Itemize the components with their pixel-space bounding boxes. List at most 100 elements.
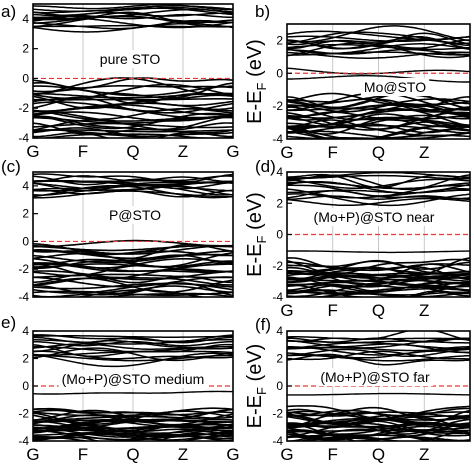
y-tick-label: 0 xyxy=(22,379,29,393)
band-line xyxy=(287,93,470,105)
band-line xyxy=(287,30,470,41)
plot-frame xyxy=(32,171,234,298)
band-line xyxy=(33,92,233,99)
y-tick-label: 4 xyxy=(276,324,283,338)
band-line xyxy=(287,107,470,129)
x-tick-label: F xyxy=(328,301,338,320)
y-tick-label: 4 xyxy=(22,12,29,26)
x-tick-label: F xyxy=(78,142,88,161)
band-line xyxy=(287,92,470,106)
band-line xyxy=(287,336,470,340)
bands xyxy=(33,334,233,441)
panel-label: (d) xyxy=(255,157,276,176)
band-line xyxy=(287,289,470,297)
inset-label: (Mo+P)@STO far xyxy=(320,369,430,385)
band-line xyxy=(33,390,233,395)
panel-3: 4 2 0 -2 -4 (c) P@STO xyxy=(1,157,234,304)
inset-label-background xyxy=(58,370,208,388)
band-line xyxy=(33,336,233,344)
y-tick-label: -4 xyxy=(272,132,283,146)
band-line xyxy=(33,290,233,297)
x-tick-label: F xyxy=(328,143,338,162)
plot-frame xyxy=(286,23,471,140)
band-line xyxy=(33,127,233,138)
band-line xyxy=(287,111,470,120)
inset-label: P@STO xyxy=(109,207,161,223)
panel-6: 4 2 0 -2 -4G F Q Z (f) (Mo+P)@STO far E-EF (eV) xyxy=(244,315,471,464)
inset-label: pure STO xyxy=(100,51,161,67)
y-tick-label: 2 xyxy=(22,207,29,221)
y-tick-label: -4 xyxy=(18,434,29,448)
x-tick-label: G xyxy=(26,445,39,464)
x-tick-label: G xyxy=(280,445,293,464)
band-line xyxy=(33,244,233,252)
band-line xyxy=(287,260,470,270)
y-tick-label: 2 xyxy=(276,352,283,366)
band-line xyxy=(33,340,233,347)
bands xyxy=(287,331,470,441)
band-line xyxy=(33,252,233,268)
band-line xyxy=(287,32,470,46)
y-tick-label: 4 xyxy=(22,324,29,338)
x-tick-label: Z xyxy=(419,143,429,162)
band-line xyxy=(33,17,233,29)
band-line xyxy=(33,350,233,360)
y-tick-label: 2 xyxy=(22,352,29,366)
y-tick-label: -2 xyxy=(272,259,283,273)
band-line xyxy=(33,175,233,183)
x-tick-label: G xyxy=(226,142,239,161)
band-line xyxy=(33,83,233,100)
x-tick-label: Q xyxy=(372,143,385,162)
x-tick-label: G xyxy=(226,445,239,464)
band-line xyxy=(287,286,470,294)
y-tick-label: -2 xyxy=(18,407,29,421)
band-line xyxy=(287,346,470,356)
band-line xyxy=(287,263,470,272)
band-line xyxy=(287,348,470,358)
y-tick-label: -4 xyxy=(272,290,283,304)
band-line xyxy=(287,195,470,200)
y-tick-label: 0 xyxy=(22,71,29,85)
band-line xyxy=(33,85,233,93)
inset-label-background xyxy=(360,78,430,96)
y-tick-label: 0 xyxy=(276,379,283,393)
band-line xyxy=(33,19,233,30)
band-line xyxy=(33,276,233,286)
y-tick-label: -4 xyxy=(18,131,29,145)
bands xyxy=(287,25,470,139)
band-line xyxy=(287,250,470,254)
band-line xyxy=(287,75,470,83)
band-line xyxy=(287,103,470,121)
band-line xyxy=(33,98,233,101)
band-line xyxy=(33,173,233,184)
bands xyxy=(287,172,470,297)
band-line xyxy=(287,342,470,350)
panel-label: (c) xyxy=(1,157,21,176)
band-line xyxy=(33,407,233,417)
y-tick-label: -2 xyxy=(18,262,29,276)
band-line xyxy=(33,415,233,421)
band-line xyxy=(287,413,470,426)
y-tick-label: -2 xyxy=(18,101,29,115)
panel-label: e) xyxy=(1,313,16,332)
band-line xyxy=(287,25,470,43)
inset-label: (Mo+P)@STO near xyxy=(314,209,435,225)
band-line xyxy=(287,407,470,417)
y-axis-label: E-EF (eV) xyxy=(244,39,269,124)
band-line xyxy=(33,409,233,426)
band-line xyxy=(287,281,470,297)
band-line xyxy=(287,350,470,361)
y-tick-label: 0 xyxy=(276,228,283,242)
plot-frame xyxy=(32,3,234,139)
y-tick-label: 2 xyxy=(22,42,29,56)
band-line xyxy=(287,343,470,354)
x-tick-label: Q xyxy=(372,445,385,464)
band-line xyxy=(287,338,470,349)
y-tick-label: 4 xyxy=(22,179,29,193)
band-line xyxy=(33,6,233,14)
band-line xyxy=(287,124,470,134)
band-line xyxy=(33,122,233,129)
band-line xyxy=(33,122,233,136)
band-line xyxy=(287,107,470,112)
